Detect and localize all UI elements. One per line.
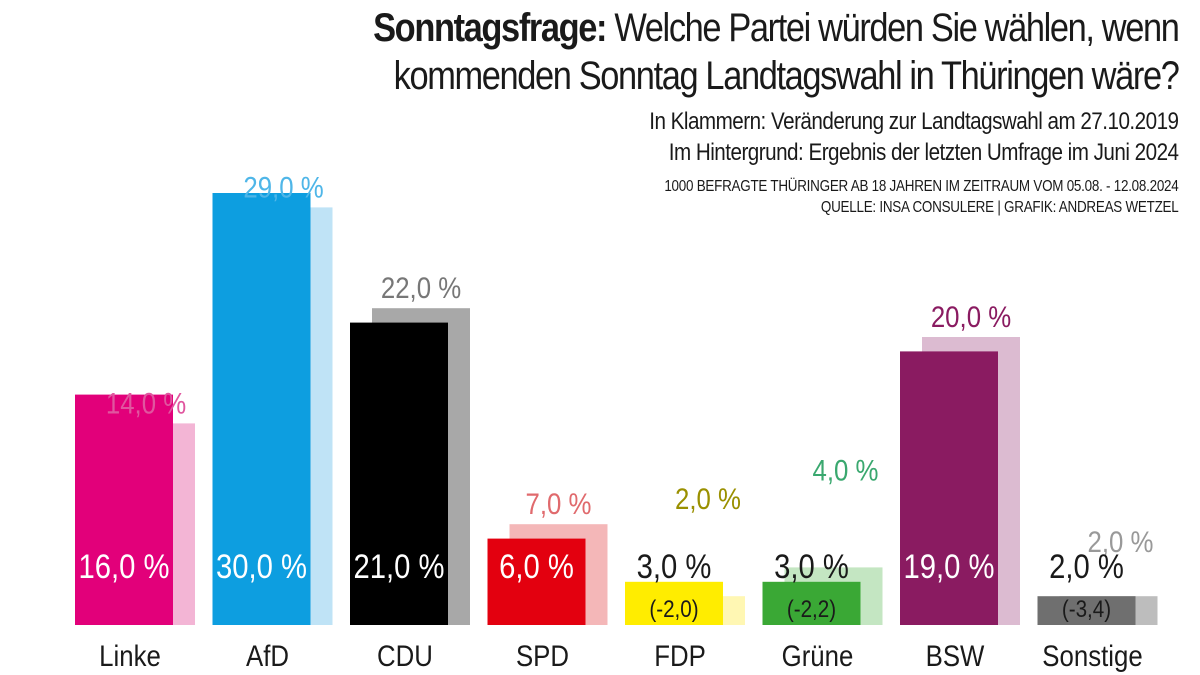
label-previous-spd: 7,0 % xyxy=(526,487,592,520)
bar-current-grne xyxy=(762,581,861,625)
bar-current-fdp xyxy=(625,581,723,625)
bar-current-bsw xyxy=(900,351,998,625)
category-label-spd: SPD xyxy=(516,639,569,672)
label-previous-afd: 29,0 % xyxy=(243,171,323,204)
category-label-bsw: BSW xyxy=(926,639,985,672)
label-change-sonstige: (-3,4) xyxy=(1062,596,1111,623)
label-change-grne: (-2,2) xyxy=(787,596,836,623)
subtitle-background: Im Hintergrund: Ergebnis der letzten Umf… xyxy=(668,139,1178,166)
label-current-sonstige: 2,0 % xyxy=(1049,547,1124,586)
label-current-spd: 6,0 % xyxy=(499,547,574,586)
survey-info: 1000 Befragte Thüringer ab 18 Jahren im … xyxy=(663,178,1178,195)
label-previous-fdp: 2,0 % xyxy=(675,482,741,515)
title-bold: Sonntagsfrage: xyxy=(372,6,607,50)
label-current-bsw: 19,0 % xyxy=(904,547,995,586)
label-current-cdu: 21,0 % xyxy=(354,547,445,586)
label-previous-cdu: 22,0 % xyxy=(381,271,461,304)
label-change-fdp: (-2,0) xyxy=(649,596,698,623)
category-label-cdu: CDU xyxy=(377,639,433,672)
label-previous-sonstige: 2,0 % xyxy=(1088,525,1154,558)
category-label-grne: Grüne xyxy=(782,639,854,672)
chart-title-line1: Sonntagsfrage: Welche Partei würden Sie … xyxy=(372,4,1180,52)
title-rest: Welche Partei würden Sie wählen, wenn xyxy=(605,6,1180,50)
label-current-linke: 16,0 % xyxy=(79,547,170,586)
label-previous-bsw: 20,0 % xyxy=(931,300,1011,333)
category-label-fdp: FDP xyxy=(654,639,706,672)
category-label-sonstige: Sonstige xyxy=(1042,639,1142,672)
label-current-fdp: 3,0 % xyxy=(637,547,712,586)
bar-current-sonstige xyxy=(1037,596,1136,625)
chart-title-line2: kommenden Sonntag Landtagswahl in Thürin… xyxy=(393,54,1179,98)
label-previous-linke: 14,0 % xyxy=(106,387,186,420)
source-credit: Quelle: INSA Consulere | Grafik: Andreas… xyxy=(820,199,1178,216)
bar-current-spd xyxy=(487,538,586,625)
label-previous-grne: 4,0 % xyxy=(813,454,879,487)
chart-header: Sonntagsfrage: Welche Partei würden Sie … xyxy=(242,4,1180,218)
category-label-linke: Linke xyxy=(99,639,161,672)
bar-current-linke xyxy=(75,394,173,625)
bar-current-afd xyxy=(212,193,311,625)
bar-current-cdu xyxy=(350,322,448,625)
label-current-grne: 3,0 % xyxy=(774,547,849,586)
category-label-afd: AfD xyxy=(246,639,289,672)
label-current-afd: 30,0 % xyxy=(216,547,307,586)
subtitle-changes: In Klammern: Veränderung zur Landtagswah… xyxy=(648,108,1179,135)
